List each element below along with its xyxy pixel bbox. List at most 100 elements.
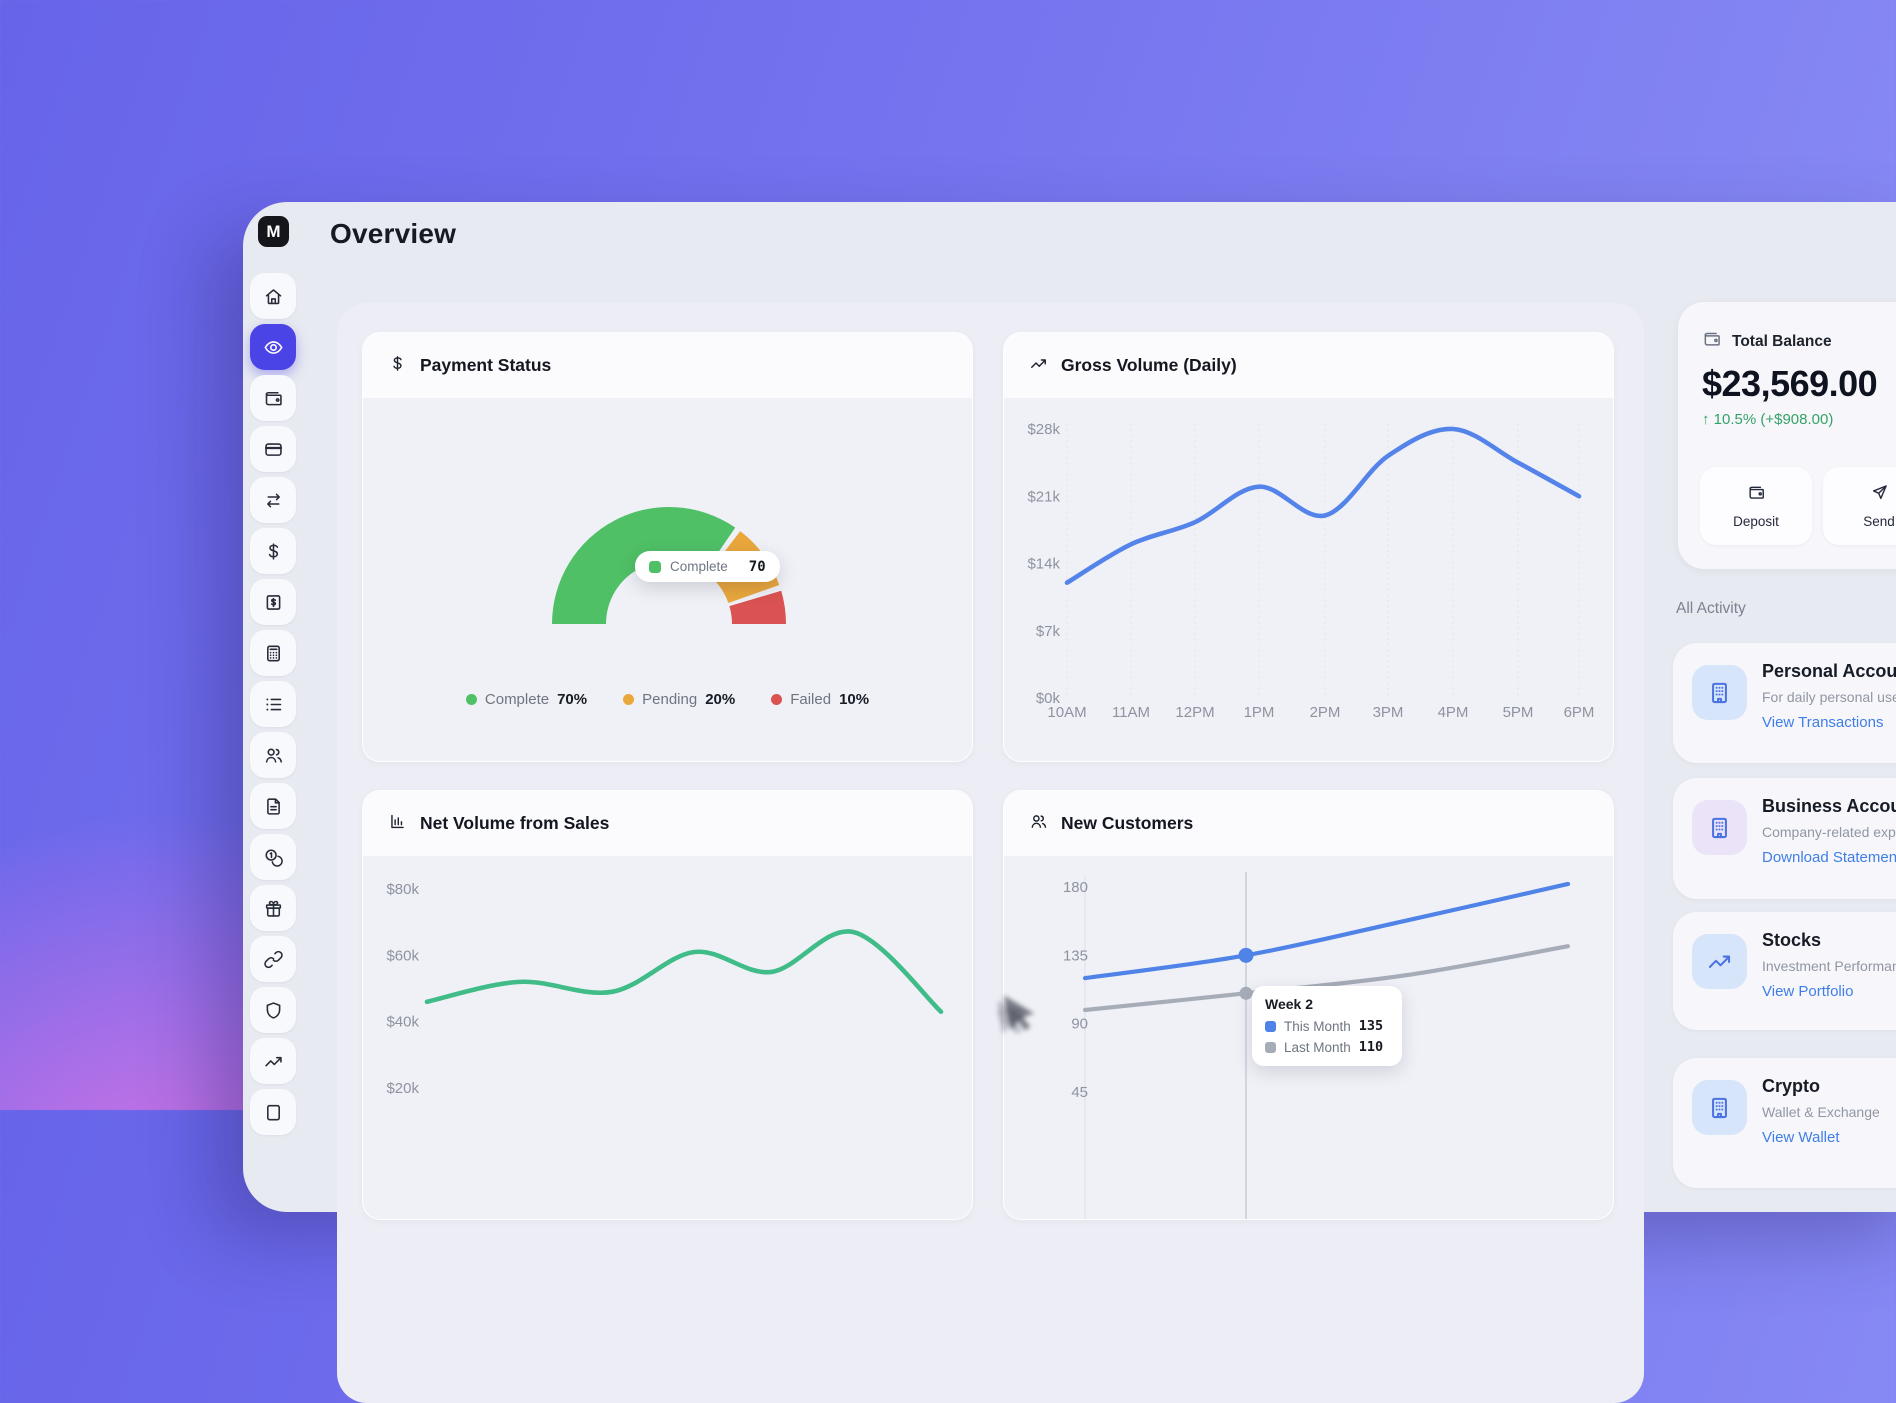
sidebar-item-calculator[interactable] — [250, 630, 296, 676]
trend-icon — [1692, 934, 1747, 989]
legend-value: 10% — [839, 691, 870, 708]
app-logo: M — [258, 216, 289, 247]
svg-text:135: 135 — [1063, 947, 1088, 964]
payment-status-card: Payment Status Complete 70 Complete 70% Pe… — [362, 332, 973, 762]
activity-link[interactable]: View Portfolio — [1762, 983, 1854, 1000]
dollar-icon — [388, 354, 407, 378]
total-balance-card: Total Balance $23,569.00 ↑ 10.5% (+$908.… — [1678, 302, 1896, 569]
bar-chart-icon — [388, 812, 407, 836]
total-balance-header: Total Balance — [1702, 329, 1896, 354]
sidebar-item-payments[interactable] — [250, 528, 296, 574]
tooltip-swatch — [1265, 1020, 1276, 1032]
tooltip-row: Last Month 110 — [1265, 1039, 1389, 1055]
tooltip-title: Week 2 — [1265, 996, 1313, 1012]
app-window: M Overview Payment Status Complete 70 Co… — [243, 202, 1896, 1403]
card-header: New Customers — [1004, 791, 1613, 856]
gift-icon — [263, 898, 284, 919]
link-icon — [263, 949, 284, 970]
svg-text:$28k: $28k — [1027, 421, 1060, 438]
activity-subtitle: Wallet & Exchange — [1762, 1104, 1880, 1120]
building-icon — [1692, 1080, 1747, 1135]
sidebar-item-cards[interactable] — [250, 426, 296, 472]
svg-text:1PM: 1PM — [1244, 704, 1275, 721]
legend-label: Failed — [790, 691, 832, 708]
building-icon — [1692, 665, 1747, 720]
sidebar-item-overview[interactable] — [250, 324, 296, 370]
shield-icon — [263, 1000, 284, 1021]
legend-item-failed: Failed 10% — [771, 691, 869, 708]
legend-dot — [623, 694, 635, 705]
activity-title: Business Account — [1762, 796, 1896, 816]
card-title: New Customers — [1061, 813, 1194, 833]
legend-dot — [771, 694, 783, 705]
svg-text:3PM: 3PM — [1373, 704, 1404, 721]
sidebar-item-activity-list[interactable] — [250, 681, 296, 727]
svg-text:180: 180 — [1063, 879, 1088, 896]
chart-tooltip: Week 2 This Month 135 Last Month 110 — [1252, 986, 1402, 1066]
tooltip-value: 110 — [1358, 1039, 1384, 1055]
coins-icon — [263, 847, 284, 868]
button-label: Deposit — [1733, 514, 1779, 529]
svg-text:$7k: $7k — [1036, 623, 1061, 640]
sidebar-item-documents[interactable] — [250, 783, 296, 829]
legend-dot — [465, 694, 477, 705]
activity-item-personal-account[interactable]: Personal Account For daily personal use Vi… — [1673, 643, 1896, 763]
svg-text:6PM: 6PM — [1564, 704, 1595, 721]
sidebar-item-wallet[interactable] — [250, 375, 296, 421]
sidebar-item-devices[interactable] — [250, 1089, 296, 1135]
card-title: Payment Status — [420, 355, 552, 375]
sidebar — [250, 273, 296, 1135]
chart-tooltip: Complete 70 — [635, 551, 780, 582]
activity-title: Crypto — [1762, 1076, 1820, 1096]
activity-link[interactable]: View Transactions — [1762, 714, 1884, 731]
sidebar-item-transfers[interactable] — [250, 477, 296, 523]
sidebar-item-coins[interactable] — [250, 834, 296, 880]
balance-change: ↑ 10.5% (+$908.00) — [1702, 411, 1834, 428]
send-button[interactable]: Send — [1823, 467, 1896, 545]
activity-item-business-account[interactable]: Business Account Company-related expenses… — [1673, 778, 1896, 899]
content-panel: Payment Status Complete 70 Complete 70% Pe… — [337, 303, 1644, 1403]
legend-label: Complete — [484, 691, 550, 708]
svg-text:10AM: 10AM — [1047, 704, 1086, 721]
svg-text:$40k: $40k — [386, 1014, 419, 1031]
new-customers-card: New Customers 180 135 90 45 Week 2 This Mon… — [1003, 790, 1614, 1220]
svg-text:$14k: $14k — [1027, 556, 1060, 573]
line-chart: $80k $60k $40k $20k — [386, 881, 944, 1097]
all-activity-heading: All Activity — [1676, 600, 1746, 617]
balance-actions: Deposit Send — [1700, 467, 1896, 545]
home-icon — [263, 286, 284, 307]
tooltip-label: This Month — [1284, 1018, 1351, 1034]
sidebar-item-invoices[interactable] — [250, 579, 296, 625]
sidebar-item-home[interactable] — [250, 273, 296, 319]
activity-link[interactable]: Download Statement — [1762, 849, 1896, 866]
activity-item-crypto[interactable]: Crypto Wallet & Exchange View Wallet — [1673, 1058, 1896, 1188]
users-icon — [263, 745, 284, 766]
sidebar-item-security[interactable] — [250, 987, 296, 1033]
card-header: Gross Volume (Daily) — [1004, 333, 1613, 398]
sidebar-item-rewards[interactable] — [250, 885, 296, 931]
wallet-icon — [263, 388, 284, 409]
sidebar-item-customers[interactable] — [250, 732, 296, 778]
legend-value: 20% — [705, 691, 736, 708]
gross-volume-card: Gross Volume (Daily) $28k $21k $14k $7k $0k 1… — [1003, 332, 1614, 762]
tooltip-swatch — [649, 560, 661, 573]
activity-subtitle: Investment Performance — [1762, 958, 1896, 974]
total-balance-label: Total Balance — [1732, 332, 1832, 350]
chart-legend: Complete 70% Pending 20% Failed 10% — [363, 691, 972, 708]
sidebar-item-links[interactable] — [250, 936, 296, 982]
new-customers-chart: 180 135 90 45 Week 2 This Month 135 Last Mo… — [1004, 856, 1613, 1219]
tooltip-value: 135 — [1358, 1018, 1384, 1034]
svg-text:12PM: 12PM — [1175, 704, 1214, 721]
page-title: Overview — [330, 218, 457, 249]
deposit-button[interactable]: Deposit — [1700, 467, 1812, 545]
activity-link[interactable]: View Wallet — [1762, 1129, 1840, 1146]
activity-subtitle: Company-related expenses — [1762, 824, 1896, 840]
activity-item-stocks[interactable]: Stocks Investment Performance View Portfol… — [1673, 912, 1896, 1030]
payment-status-chart: Complete 70 Complete 70% Pending 20% Failed 1… — [363, 398, 972, 761]
sidebar-item-analytics[interactable] — [250, 1038, 296, 1084]
tooltip-value: 70 — [748, 558, 766, 575]
legend-item-pending: Pending 20% — [623, 691, 735, 708]
gross-volume-chart: $28k $21k $14k $7k $0k 10AM 11AM 12PM 1PM 2PM 3PM 4… — [1004, 398, 1613, 761]
tooltip-label: Complete — [670, 559, 728, 574]
